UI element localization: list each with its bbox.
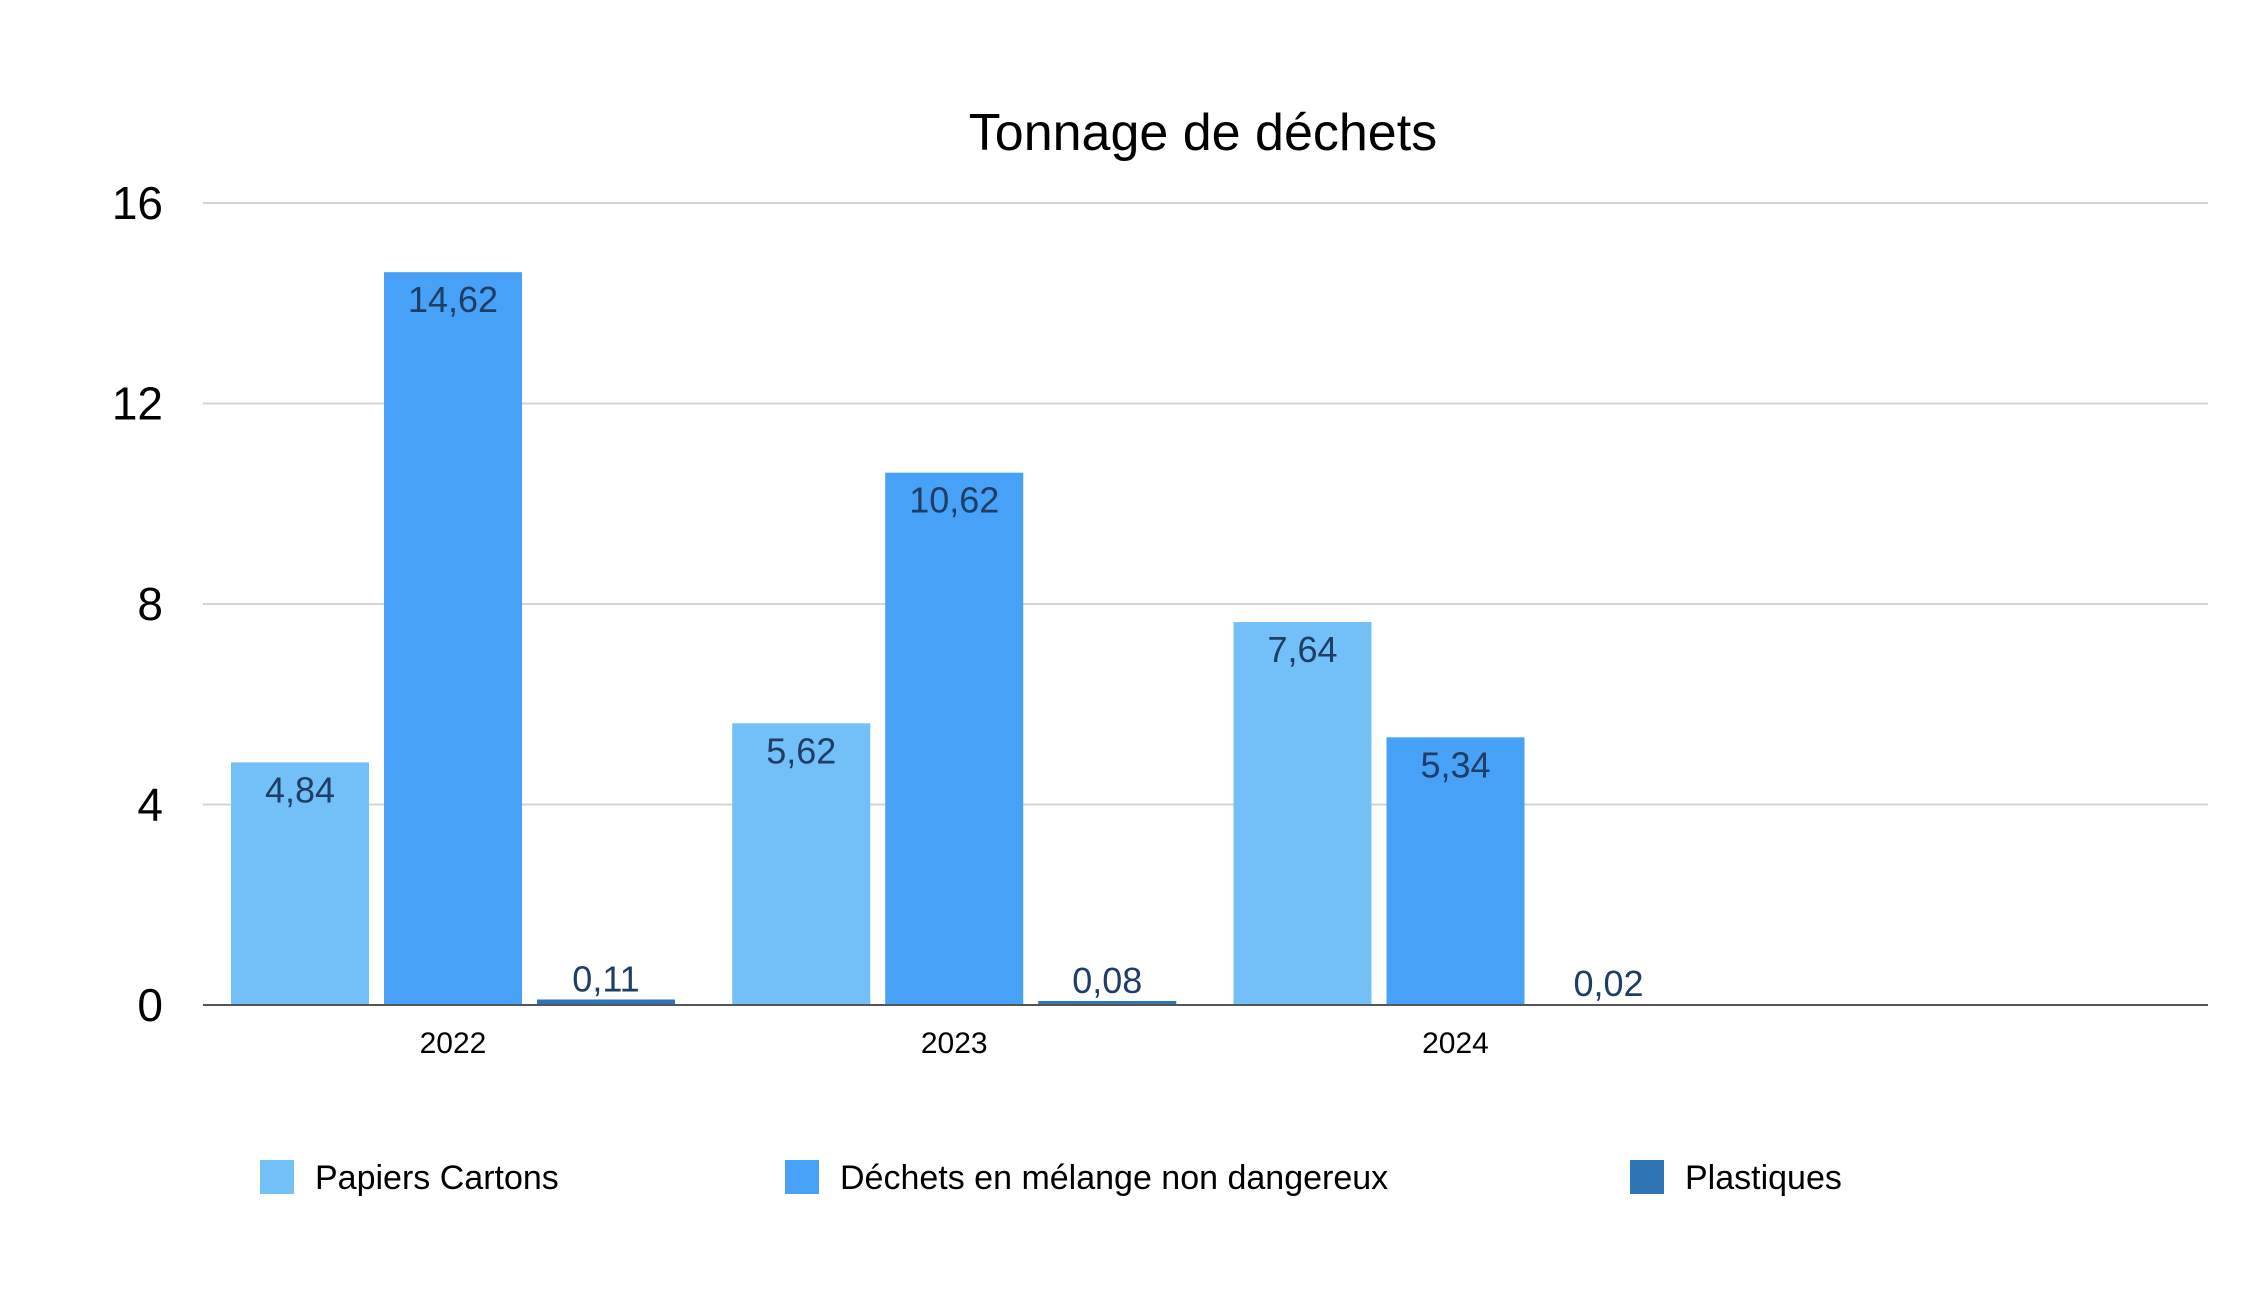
legend-label: Plastiques [1685, 1159, 1842, 1197]
data-label: 5,62 [766, 730, 836, 771]
data-label: 14,62 [408, 279, 498, 320]
x-tick-label: 2023 [921, 1027, 988, 1060]
bar [537, 999, 675, 1005]
x-tick-label: 2024 [1422, 1027, 1489, 1060]
bar [1233, 622, 1372, 1005]
bar [732, 723, 871, 1005]
y-tick-label: 0 [137, 979, 163, 1031]
gridlines [203, 202, 2208, 806]
data-labels: 4,84 14,62 0,11 5,62 10,62 0,08 7,64 5,34 0,02 [265, 279, 1644, 1004]
chart-title: Tonnage de déchets [969, 104, 1437, 162]
bar [231, 762, 369, 1005]
legend-label: Déchets en mélange non dangereux [840, 1159, 1388, 1197]
legend: Papiers Cartons Déchets en mélange non da… [260, 1159, 1842, 1197]
bars [231, 272, 1678, 1005]
legend-swatch [1630, 1160, 1664, 1194]
x-axis-ticks: 2022 2023 2024 [420, 1027, 1489, 1060]
y-tick-label: 4 [137, 779, 163, 831]
legend-swatch [260, 1160, 294, 1194]
bar [1038, 1000, 1177, 1005]
y-tick-label: 16 [112, 177, 163, 229]
data-label: 7,64 [1267, 629, 1337, 670]
data-label: 4,84 [265, 769, 335, 810]
data-label: 5,34 [1420, 744, 1490, 785]
bar [384, 272, 522, 1005]
x-tick-label: 2022 [420, 1027, 487, 1060]
legend-swatch [785, 1160, 819, 1194]
data-label: 0,02 [1573, 963, 1643, 1004]
data-label: 10,62 [909, 480, 999, 521]
y-tick-label: 12 [112, 378, 163, 430]
data-label: 0,08 [1072, 960, 1142, 1001]
y-tick-label: 8 [137, 578, 163, 630]
legend-label: Papiers Cartons [315, 1159, 559, 1197]
bar [1386, 737, 1525, 1005]
y-axis-ticks: 0 4 8 12 16 [112, 177, 163, 1031]
bar [885, 472, 1024, 1005]
data-label: 0,11 [572, 958, 639, 999]
